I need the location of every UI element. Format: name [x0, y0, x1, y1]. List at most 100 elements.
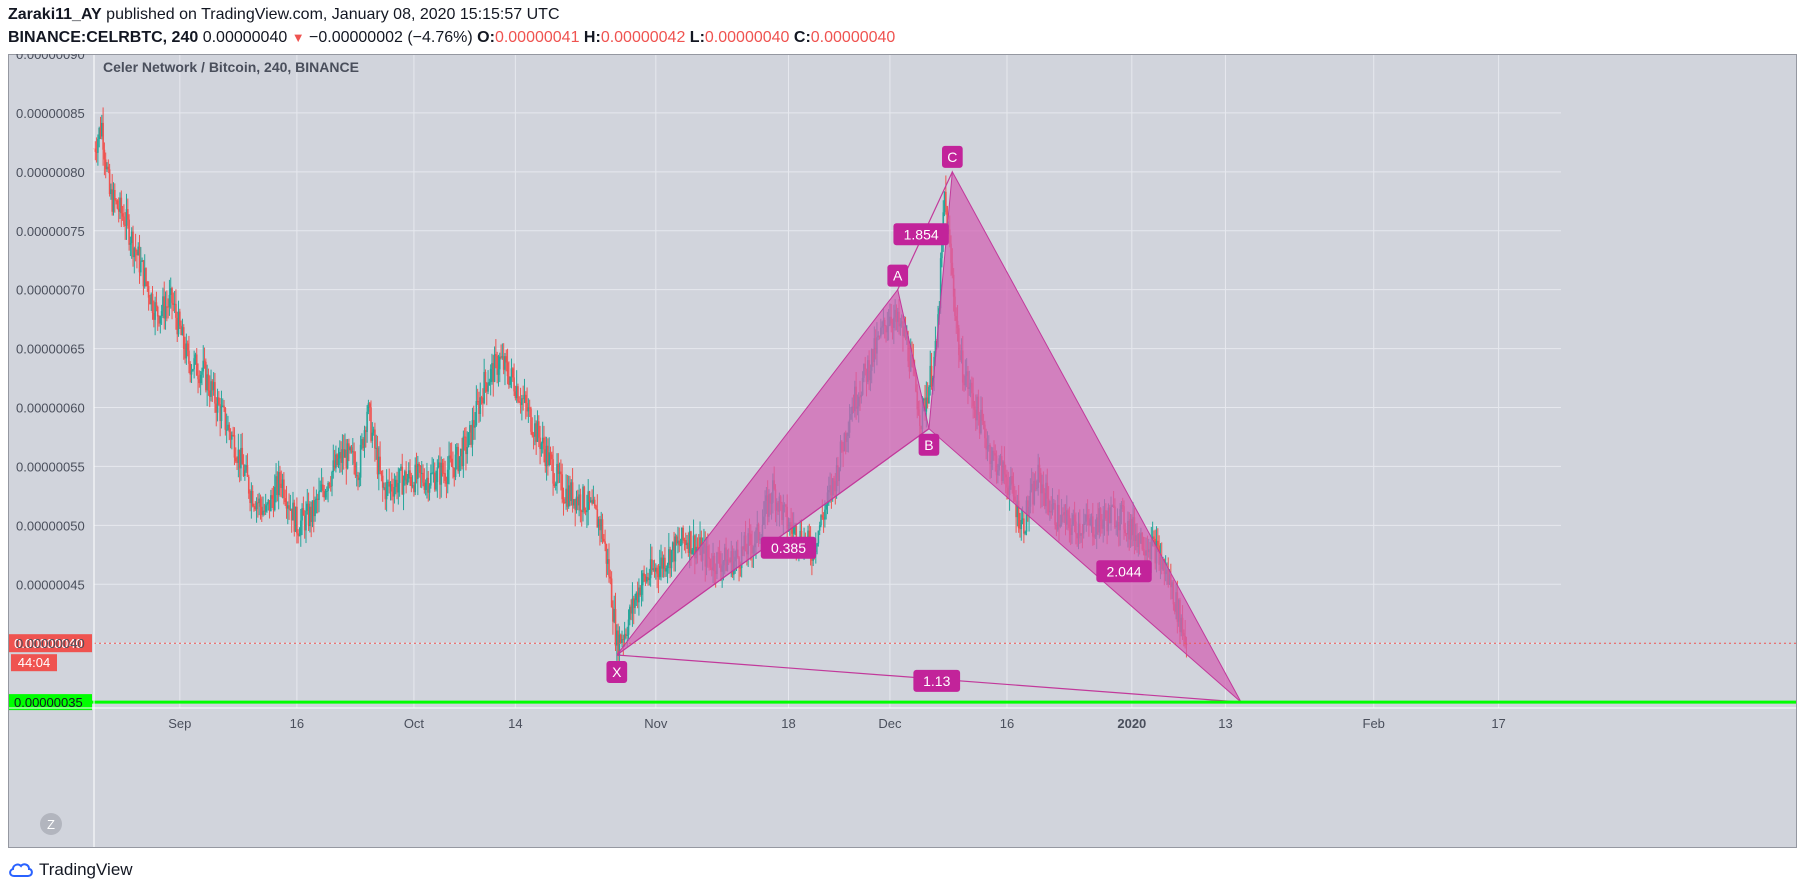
- candle-body: [692, 535, 695, 550]
- harmonic-pattern[interactable]: X A B C 0.385 1.854 2.044 1.13: [606, 145, 1242, 703]
- candle-body: [302, 508, 305, 516]
- candle-body: [661, 557, 664, 569]
- candle-body: [149, 297, 151, 305]
- candle-body: [639, 587, 642, 595]
- candle-body: [522, 398, 524, 400]
- candle-body: [394, 479, 397, 487]
- time-axis[interactable]: Sep 16 Oct 14 Nov 18 Dec 16 2020 13 Feb 17: [168, 716, 1506, 731]
- candle-body: [324, 491, 327, 498]
- candle-body: [297, 533, 299, 536]
- candle-body: [362, 439, 365, 449]
- candle-body: [422, 472, 424, 483]
- tradingview-logo[interactable]: TradingView: [8, 860, 133, 880]
- chart-frame[interactable]: X A B C 0.385 1.854 2.044 1.13 0.00000035 0.0000…: [8, 47, 1797, 848]
- candle-body: [158, 316, 160, 324]
- candle-body: [566, 488, 569, 507]
- candle-body: [694, 535, 696, 559]
- candle-body: [162, 296, 164, 312]
- candle-body: [234, 457, 237, 462]
- candle-body: [489, 368, 492, 383]
- candle-body: [565, 488, 567, 503]
- x-tick-label: 18: [781, 716, 795, 731]
- candle-body: [253, 506, 255, 508]
- candle-body: [476, 401, 479, 403]
- candle-body: [357, 475, 359, 481]
- candle-body: [500, 356, 502, 358]
- candle-body: [521, 398, 523, 405]
- candle-body: [250, 491, 253, 504]
- candle-body: [456, 446, 458, 455]
- candle-body: [176, 317, 179, 335]
- candle-body: [453, 467, 456, 478]
- candle-body: [349, 447, 352, 451]
- candle-body: [452, 466, 454, 468]
- candle-body: [648, 578, 651, 581]
- candle-body: [348, 443, 350, 451]
- candle-body: [186, 343, 189, 351]
- candle-body: [294, 506, 297, 532]
- candle-body: [242, 464, 245, 476]
- candle-body: [820, 515, 822, 526]
- y-tick-label: 0.00000075: [16, 224, 85, 239]
- candle-body: [276, 476, 279, 496]
- candle-body: [519, 401, 522, 405]
- candle-body: [634, 600, 636, 608]
- candle-body: [219, 404, 221, 422]
- candle-body: [315, 498, 318, 501]
- candle-body: [469, 425, 471, 433]
- candle-body: [389, 484, 392, 487]
- candle-body: [167, 306, 169, 308]
- candle-body: [739, 567, 742, 569]
- candle-body: [492, 363, 495, 382]
- candle-body: [175, 303, 177, 318]
- candle-body: [428, 485, 431, 493]
- candle-body: [120, 197, 123, 214]
- candle-body: [939, 258, 942, 309]
- candle-body: [945, 191, 947, 206]
- point-label-a-bg: [887, 264, 909, 287]
- candle-body: [673, 542, 675, 562]
- candle-body: [655, 567, 657, 572]
- support-price-tag: 0.00000035: [14, 695, 83, 710]
- candle-body: [415, 464, 418, 479]
- candle-body: [550, 454, 553, 460]
- candle-body: [616, 630, 618, 646]
- candle-body: [934, 340, 937, 357]
- candle-body: [285, 502, 288, 509]
- last-price-tag-bg: [8, 634, 92, 653]
- candle-body: [444, 473, 446, 481]
- candle-body: [603, 538, 605, 542]
- countdown-tag-bg: [11, 654, 57, 672]
- candle-body: [548, 452, 550, 466]
- candle-body: [199, 374, 202, 384]
- candle-body: [686, 542, 688, 546]
- candle-body: [465, 436, 467, 455]
- candle-body: [185, 343, 188, 359]
- candle-body: [249, 493, 251, 504]
- candle-body: [328, 482, 331, 486]
- candle-body: [575, 496, 578, 511]
- candle-body: [289, 508, 292, 510]
- timezone-button-label[interactable]: Z: [47, 817, 55, 832]
- candle-body: [262, 510, 264, 515]
- candle-body: [366, 411, 368, 432]
- candle-body: [467, 432, 470, 447]
- candle-body: [574, 499, 576, 511]
- candle-body: [462, 436, 465, 467]
- candle-body: [99, 127, 102, 137]
- candle-body: [254, 506, 257, 510]
- high-label: H:: [583, 29, 601, 46]
- candle-body: [180, 325, 182, 336]
- candle-body: [363, 430, 366, 449]
- candle-body: [578, 494, 580, 506]
- candle-body: [461, 448, 463, 467]
- candle-body: [151, 293, 154, 313]
- candle-body: [526, 403, 528, 412]
- candle-body: [292, 502, 294, 521]
- x-tick-label: Feb: [1363, 716, 1385, 731]
- candle-body: [439, 462, 441, 485]
- candle-body: [95, 151, 98, 153]
- author-name[interactable]: Zaraki11_AY: [8, 6, 102, 23]
- candle-body: [487, 385, 489, 392]
